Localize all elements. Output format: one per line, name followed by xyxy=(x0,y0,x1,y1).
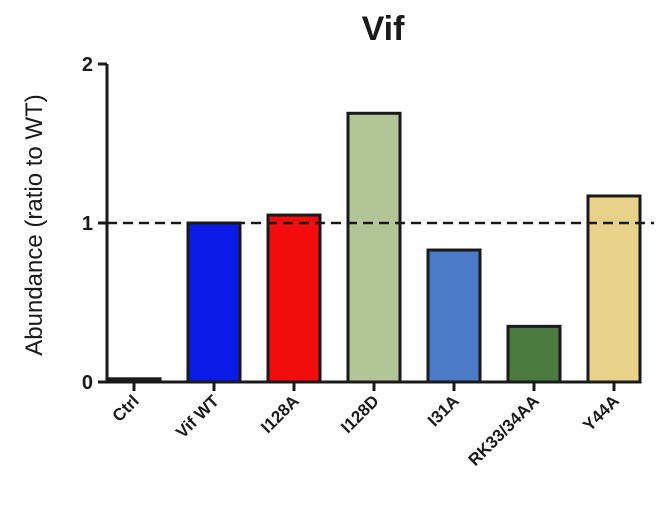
y-tick-label-1: 1 xyxy=(82,213,93,235)
x-tick-label-ctrl: Ctrl xyxy=(109,391,143,425)
bar-y44a xyxy=(586,194,642,384)
chart-title: Vif xyxy=(362,10,406,48)
bar-vif-wt xyxy=(186,221,242,384)
x-tick-label-y44a: Y44A xyxy=(579,391,623,435)
x-tick-label-rk33-34aa: RK33/34AA xyxy=(465,391,543,469)
y-axis-label: Abundance (ratio to WT) xyxy=(21,94,48,355)
x-tick-label-i128a: I128A xyxy=(257,391,303,437)
y-tick-label-0: 0 xyxy=(82,372,93,394)
x-tick-label-vif-wt: Vif WT xyxy=(172,391,223,442)
bar-i128a xyxy=(266,213,322,384)
plot-area: 0 1 2 Ctrl Vif WT I128A I128D I31A RK33/34AA Y44A xyxy=(82,54,654,470)
bar-i31a xyxy=(426,248,482,384)
bar-rk33-34aa xyxy=(506,324,562,384)
x-tick-label-i128d: I128D xyxy=(337,391,383,437)
y-tick-label-2: 2 xyxy=(82,54,93,76)
x-tick-label-i31a: I31A xyxy=(424,391,463,430)
bar-i128d xyxy=(346,111,402,384)
